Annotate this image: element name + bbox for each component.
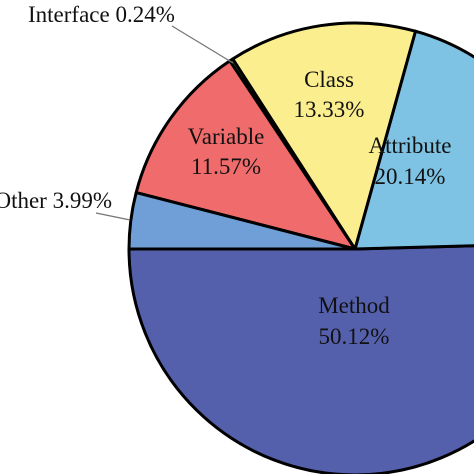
slice-method [127,244,474,474]
label-class-value: 13.33% [294,97,365,122]
label-variable-name: Variable [188,124,265,149]
label-method-name: Method [318,293,390,318]
slice-other [127,191,357,251]
slice-labels: Method 50.12% Attribute 20.14% Class 13.33% Va… [0,2,452,349]
label-method-value: 50.12% [319,324,390,349]
slice-class [231,21,417,251]
label-class-name: Class [304,67,354,92]
label-interface: Interface 0.24% [28,2,175,27]
leader-interface [171,25,234,64]
slice-attribute [353,29,474,251]
slice-variable [134,59,357,251]
label-attribute-name: Attribute [368,133,451,158]
label-attribute-value: 20.14% [375,164,446,189]
label-variable-value: 11.57% [191,154,261,179]
label-other: Other 3.99% [0,188,112,213]
leader-lines [95,25,234,221]
leader-other [95,212,131,221]
pie-slices [127,21,474,474]
